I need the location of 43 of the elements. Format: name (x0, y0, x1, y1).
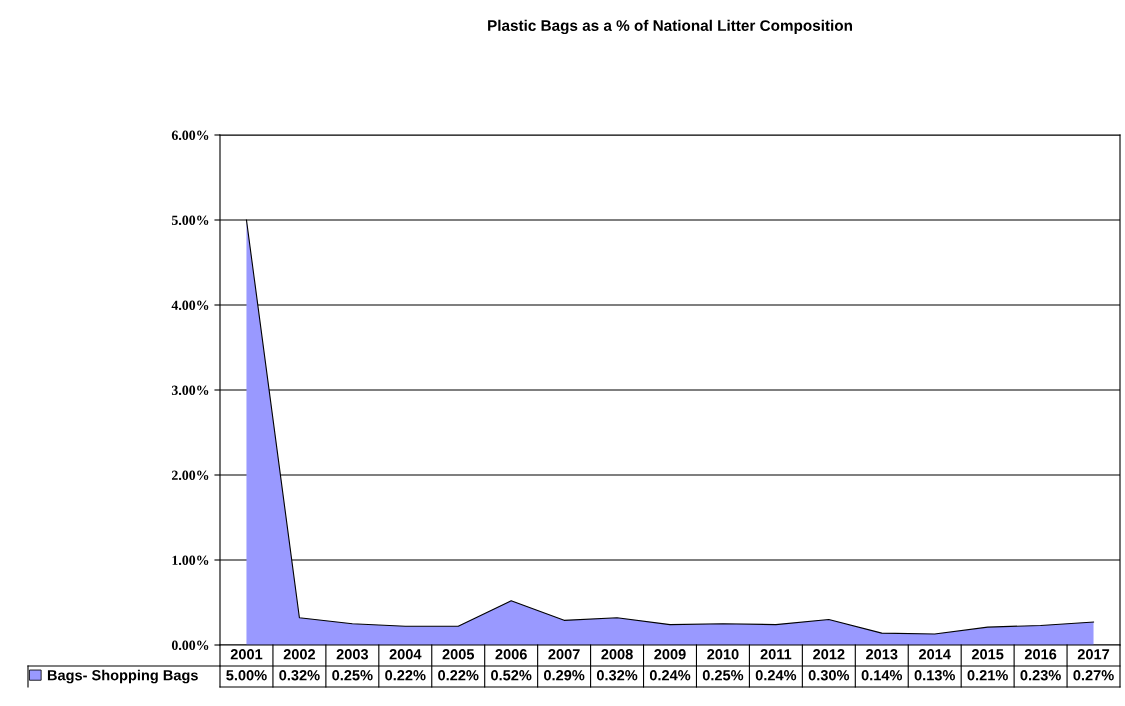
x-tick-label: 2001 (230, 649, 263, 660)
x-tick-label: 2017 (1077, 649, 1110, 660)
x-tick-label: 2013 (866, 649, 898, 660)
y-tick-label: 2.00% (171, 470, 209, 481)
x-tick-label: 2009 (654, 649, 686, 660)
data-label: 0.27% (1073, 670, 1114, 681)
y-tick-label: 1.00% (172, 555, 209, 566)
data-label: 0.22% (438, 670, 479, 681)
x-tick-label: 2014 (918, 649, 951, 660)
x-tick-label: 2006 (495, 649, 527, 660)
x-tick-label: 2011 (760, 649, 792, 660)
data-label: 0.25% (332, 670, 373, 681)
data-label: 0.13% (914, 670, 955, 681)
x-tick-label: 2003 (336, 649, 369, 660)
x-tick-label: 2004 (389, 649, 422, 660)
y-tick-label: 4.00% (171, 300, 209, 311)
x-tick-label: 2007 (548, 649, 580, 660)
x-tick-label: 2010 (707, 649, 739, 660)
data-label: 0.25% (702, 670, 744, 681)
legend-label: Bags- Shopping Bags (47, 669, 198, 684)
data-label: 0.24% (755, 670, 797, 681)
x-tick-label: 2002 (283, 649, 316, 660)
x-tick-label: 2016 (1024, 649, 1057, 660)
data-label: 0.23% (1020, 670, 1061, 681)
data-label: 0.21% (967, 670, 1008, 681)
data-label: 0.29% (544, 670, 585, 681)
y-tick-label: 0.00% (171, 640, 209, 651)
data-label: 0.32% (279, 670, 320, 681)
y-tick-label: 6.00% (171, 130, 209, 141)
data-label: 5.00% (226, 670, 267, 681)
x-tick-label: 2015 (971, 649, 1004, 660)
data-label: 0.30% (808, 670, 850, 681)
x-tick-label: 2012 (813, 649, 845, 660)
x-tick-label: 2005 (442, 649, 475, 660)
data-label: 0.32% (596, 670, 638, 681)
y-tick-label: 5.00% (171, 215, 209, 226)
x-tick-label: 2008 (601, 649, 633, 660)
data-label: 0.24% (649, 670, 691, 681)
chart-title: Plastic Bags as a % of National Litter Composition (488, 19, 853, 35)
data-label: 0.22% (385, 670, 426, 681)
y-tick-label: 3.00% (171, 385, 209, 396)
data-label: 0.52% (491, 670, 532, 681)
data-label: 0.14% (861, 670, 903, 681)
